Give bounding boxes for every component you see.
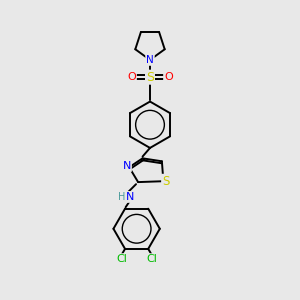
Text: Cl: Cl (116, 254, 127, 264)
Text: O: O (164, 72, 173, 82)
Text: N: N (146, 55, 154, 65)
Text: N: N (123, 161, 131, 171)
Text: N: N (126, 192, 134, 202)
Text: Cl: Cl (146, 254, 157, 264)
Text: O: O (127, 72, 136, 82)
Text: S: S (146, 71, 154, 84)
Text: H: H (118, 192, 125, 202)
Text: S: S (162, 175, 169, 188)
